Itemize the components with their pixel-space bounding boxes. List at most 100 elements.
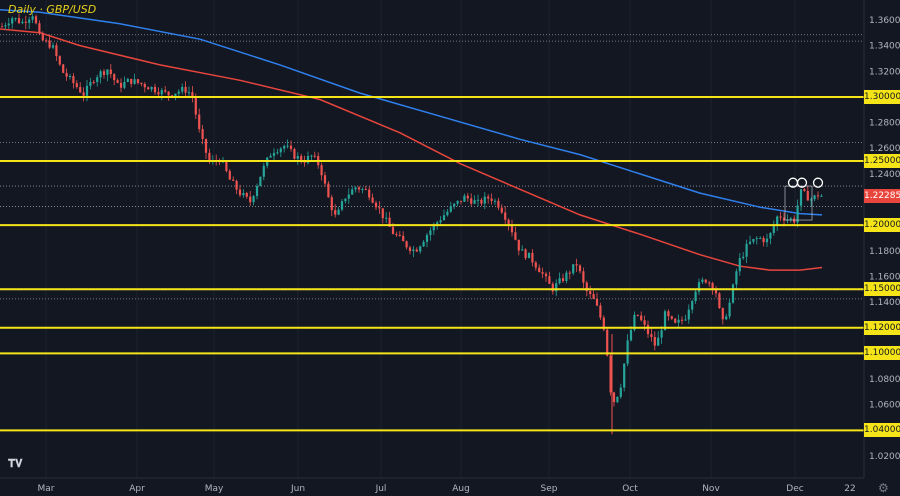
candle-body	[38, 23, 41, 34]
candle-body	[351, 189, 354, 195]
candle-body	[677, 319, 680, 323]
candle-body	[738, 258, 741, 272]
price-tick-label: 1.24000	[869, 170, 900, 180]
candle-body	[289, 145, 293, 149]
candle-body	[34, 16, 38, 24]
candle-body	[310, 155, 313, 157]
candle-body	[548, 276, 551, 284]
candle-body	[402, 235, 405, 242]
candle-body	[374, 202, 378, 208]
level-price-tag: 1.30000	[864, 89, 900, 104]
time-tick-label: Dec	[786, 484, 803, 494]
time-axis[interactable]: Mar Apr May Jun Jul Aug Sep Oct Nov Dec 22	[38, 484, 856, 494]
gear-icon[interactable]: ⚙	[878, 481, 889, 495]
candle-body	[283, 146, 286, 149]
moving-averages	[0, 8, 823, 271]
candle-body	[340, 201, 344, 210]
candle-body	[425, 234, 429, 242]
last-price-tag: 1.22285	[864, 188, 900, 203]
candle-body	[75, 83, 78, 88]
candle-body	[793, 218, 796, 223]
candle-body	[582, 271, 585, 283]
candle-body	[606, 329, 609, 356]
candle-body	[449, 206, 452, 212]
candle-body	[439, 220, 442, 223]
price-tick-label: 1.28000	[869, 119, 900, 129]
candle-body	[782, 217, 786, 221]
candle-body	[164, 90, 167, 92]
candle-body	[636, 314, 639, 316]
candle-body	[344, 198, 347, 202]
candle-body	[799, 189, 803, 206]
candle-body	[480, 199, 483, 204]
candle-body	[242, 193, 245, 196]
candle-body	[300, 156, 303, 162]
candle-body	[412, 249, 415, 252]
price-tick-label: 1.26000	[869, 144, 900, 154]
price-tick-label: 1.16000	[869, 272, 900, 282]
candle-body	[415, 249, 418, 252]
candle-body	[337, 209, 340, 215]
candle-body	[419, 246, 422, 252]
candle-body	[160, 90, 163, 95]
candle-body	[762, 238, 765, 243]
level-price-tag: 1.12000	[864, 320, 900, 335]
level-price-tag: 1.20000	[864, 218, 900, 233]
candle-body	[130, 78, 133, 84]
candle-body	[623, 363, 626, 388]
candle-body	[541, 272, 544, 274]
candle-body	[170, 95, 174, 97]
candle-body	[578, 265, 582, 272]
price-axis[interactable]: 1.36000 1.34000 1.32000 1.28000 1.26000 1.240…	[869, 16, 900, 462]
candle-body	[313, 155, 316, 157]
candle-body	[575, 264, 578, 266]
candle-body	[422, 241, 425, 247]
candle-body	[721, 308, 724, 320]
tradingview-logo-icon[interactable]: 𝐓𝐕	[8, 457, 23, 470]
candle-body	[51, 45, 55, 48]
candle-body	[150, 86, 153, 90]
level-price-tag: 1.15000	[864, 282, 900, 297]
candle-body	[208, 152, 211, 162]
candle-body	[347, 194, 350, 199]
candle-body	[602, 317, 605, 330]
candle-body	[327, 183, 330, 198]
candle-body	[701, 279, 704, 283]
candle-body	[592, 294, 595, 299]
candle-body	[470, 198, 473, 204]
candle-body	[48, 40, 51, 48]
candle-body	[92, 82, 95, 84]
candle-body	[136, 79, 140, 83]
horizontal-levels[interactable]	[0, 95, 864, 432]
candle-body	[198, 114, 201, 130]
candle-body	[102, 71, 106, 75]
candle-body	[745, 243, 748, 257]
candle-body	[429, 230, 432, 235]
candle-body	[500, 207, 503, 213]
candle-body	[123, 82, 126, 88]
candle-body	[276, 152, 279, 154]
candle-body	[58, 56, 61, 65]
candle-body	[62, 64, 65, 73]
candle-body	[670, 316, 673, 319]
candle-body	[694, 291, 697, 302]
candle-body	[453, 203, 456, 207]
candle-body	[140, 82, 143, 85]
candle-body	[11, 18, 14, 24]
candle-body	[225, 161, 228, 172]
candle-body	[742, 256, 745, 259]
candle-body	[657, 337, 660, 346]
price-tick-label: 1.36000	[869, 16, 900, 26]
candle-body	[0, 26, 4, 28]
candle-body	[191, 92, 194, 97]
price-tick-label: 1.32000	[869, 67, 900, 77]
candle-body	[561, 278, 565, 281]
candle-body	[201, 129, 204, 139]
candle-body	[432, 224, 435, 231]
candle-body	[521, 249, 524, 251]
candle-body	[31, 16, 34, 20]
candle-body	[388, 217, 391, 227]
marker-circle	[812, 177, 824, 188]
candle-body	[653, 337, 656, 346]
